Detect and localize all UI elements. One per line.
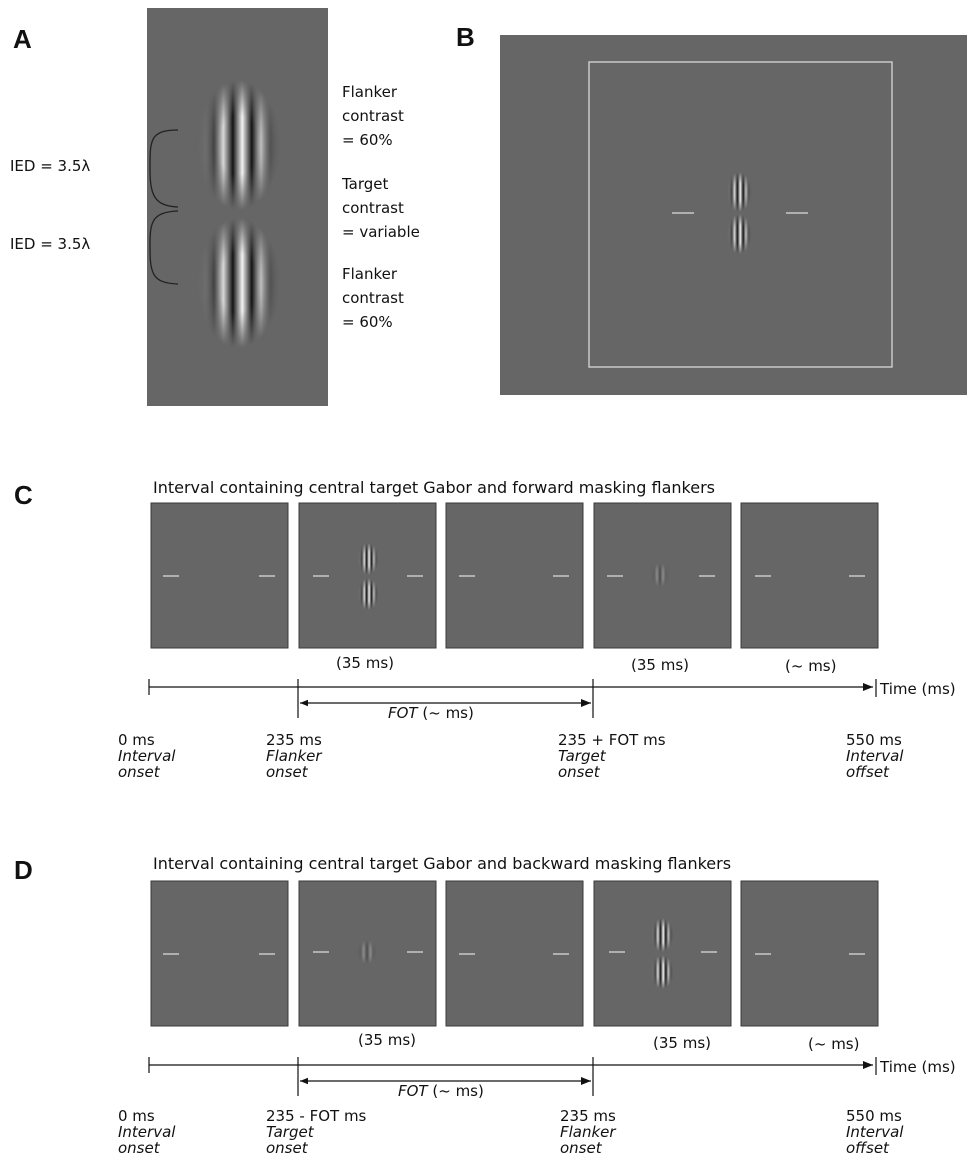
panel-d-heading: Interval containing central target Gabor… — [153, 854, 732, 873]
panel-c-event-flanker-onset: 235 ms Flanker onset — [266, 731, 322, 781]
panel-letter-c: C — [14, 480, 33, 510]
panel-letter-d: D — [14, 855, 33, 885]
panel-d-event-flanker-onset: 235 ms Flanker onset — [560, 1107, 616, 1157]
panel-c-event-target-onset: 235 + FOT ms Target onset — [558, 731, 666, 781]
ied-label-lower: IED = 3.5λ — [10, 235, 91, 253]
display-frame — [588, 61, 893, 368]
gabor-b-top — [726, 172, 752, 212]
panel-d-duration-2: (35 ms) — [653, 1034, 711, 1052]
panel-c-timeline — [148, 679, 877, 718]
gabor-d-target — [356, 940, 378, 964]
panel-b-display — [500, 35, 967, 395]
ied-label-upper: IED = 3.5λ — [10, 157, 91, 175]
gabor-b-bottom — [726, 214, 752, 254]
panel-d-frames — [150, 880, 879, 1027]
flanker-contrast-note-top: Flanker contrast = 60% — [342, 83, 404, 149]
panel-d-fot-label: FOT (~ ms) — [398, 1082, 484, 1100]
flanker-contrast-note-bottom: Flanker contrast = 60% — [342, 265, 404, 331]
panel-c-axis-label: Time (ms) — [880, 680, 956, 698]
panel-c-duration-1: (35 ms) — [336, 654, 394, 672]
panel-d-event-target-onset: 235 - FOT ms Target onset — [266, 1107, 367, 1157]
panel-letter-b: B — [456, 22, 475, 52]
panel-d-duration-1: (35 ms) — [358, 1031, 416, 1049]
gabor-c-flanker-bottom — [357, 578, 379, 610]
gabor-flanker-top — [195, 80, 281, 210]
ied-bracket-upper — [149, 129, 179, 208]
gabor-d-flanker-top — [650, 918, 674, 952]
panel-letter-a: A — [13, 24, 32, 54]
panel-d-event-interval-onset: 0 ms Interval onset — [118, 1107, 176, 1157]
panel-d-axis-label: Time (ms) — [880, 1058, 956, 1076]
target-contrast-note: Target contrast = variable — [342, 175, 420, 241]
panel-c-heading: Interval containing central target Gabor… — [153, 478, 716, 497]
panel-c-frames — [150, 502, 879, 649]
frame-d-4 — [593, 880, 732, 1027]
panel-c-duration-2: (35 ms) — [631, 656, 689, 674]
gabor-c-target — [650, 563, 670, 587]
gabor-c-flanker-top — [357, 543, 379, 575]
gabor-d-flanker-bottom — [650, 955, 674, 989]
panel-c-fot-label: FOT (~ ms) — [388, 704, 474, 722]
panel-d-event-interval-offset: 550 ms Interval offset — [846, 1107, 904, 1157]
ied-bracket-lower — [149, 210, 179, 285]
panel-c-event-interval-onset: 0 ms Interval onset — [118, 731, 176, 781]
panel-c-event-interval-offset: 550 ms Interval offset — [846, 731, 904, 781]
panel-c-duration-3: (~ ms) — [785, 657, 837, 675]
gabor-flanker-bottom — [195, 218, 281, 348]
panel-d-duration-3: (~ ms) — [808, 1035, 860, 1053]
panel-d-timeline — [148, 1057, 877, 1096]
